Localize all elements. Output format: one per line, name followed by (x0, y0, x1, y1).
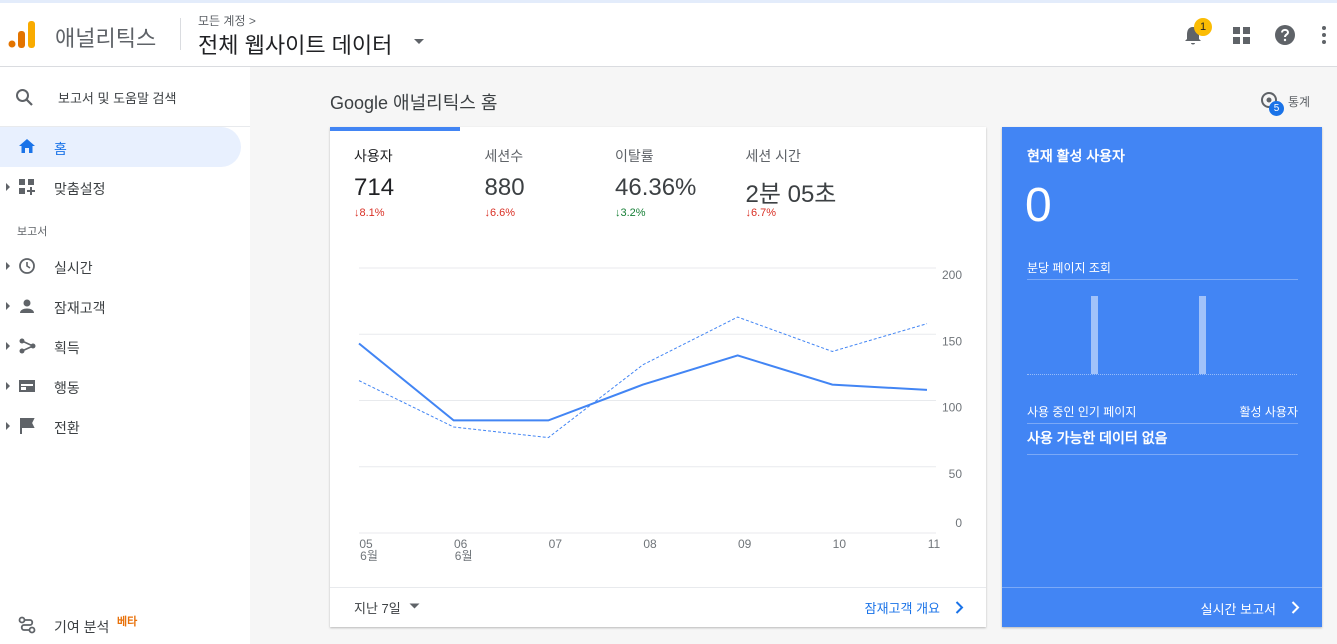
beta-badge: 베타 (117, 616, 138, 628)
pageviews-title: 분당 페이지 조회 (1027, 261, 1111, 275)
top-accent (0, 0, 1337, 3)
realtime-title: 현재 활성 사용자 (1027, 148, 1125, 164)
metric-value: 714 (354, 174, 395, 201)
report-icon (19, 258, 35, 274)
divider (0, 126, 250, 127)
metric-label[interactable]: 사용자 (354, 148, 393, 164)
home-icon (19, 139, 35, 153)
metric-label[interactable]: 이탈률 (615, 148, 654, 164)
search-box[interactable]: 보고서 및 도움말 검색 (58, 91, 177, 106)
nav-report[interactable]: 실시간 (54, 260, 93, 276)
apps-icon[interactable] (1233, 27, 1250, 44)
realtime-card (1002, 127, 1322, 627)
logo (8, 21, 35, 48)
divider (1027, 454, 1298, 455)
metric-label[interactable]: 세션 시간 (745, 148, 801, 164)
notification-badge: 1 (1194, 18, 1212, 36)
more-icon[interactable] (1321, 25, 1327, 45)
report-icon (19, 380, 35, 392)
report-icon (19, 338, 36, 354)
date-range-selector[interactable]: 지난 7일 (354, 601, 401, 616)
metric-value: 46.36% (615, 174, 697, 201)
nav-report[interactable]: 획득 (54, 340, 80, 356)
active-users-column: 활성 사용자 (1239, 405, 1298, 419)
dropdown-arrow[interactable] (413, 38, 425, 46)
attribution-icon (18, 616, 36, 634)
expand-arrow[interactable] (6, 183, 10, 191)
help-icon[interactable] (1274, 24, 1296, 46)
metric-change: ↓6.7% (745, 207, 777, 219)
insights-link[interactable]: 통계 (1288, 95, 1311, 109)
nav-customization[interactable]: 맞춤설정 (54, 181, 106, 197)
divider (1002, 587, 1322, 588)
overview-card (330, 127, 986, 627)
realtime-report-link[interactable]: 실시간 보고서 (1200, 602, 1276, 617)
insights-badge: 5 (1269, 101, 1284, 116)
breadcrumb[interactable]: 모든 계정 > (198, 14, 256, 28)
metric-value: 2분 05초 (745, 181, 837, 208)
divider (180, 18, 181, 50)
top-pages-title: 사용 중인 인기 페이지 (1027, 405, 1137, 419)
divider (330, 587, 986, 588)
expand-arrow[interactable] (6, 422, 10, 430)
page-title: Google 애널리틱스 홈 (330, 93, 498, 113)
metric-value: 880 (484, 174, 525, 201)
empty-message: 사용 가능한 데이터 없음 (1027, 430, 1168, 446)
nav-report[interactable]: 잠재고객 (54, 300, 106, 316)
divider (1027, 423, 1298, 424)
report-icon (20, 299, 34, 313)
selected-tab-indicator (330, 127, 460, 131)
property-selector[interactable]: 전체 웹사이트 데이터 (198, 33, 393, 58)
nav-attribution[interactable]: 기여 분석 (54, 619, 110, 635)
nav-report[interactable]: 전환 (54, 420, 80, 436)
customization-icon (19, 179, 35, 195)
expand-arrow[interactable] (6, 302, 10, 310)
expand-arrow[interactable] (6, 382, 10, 390)
nav-home[interactable]: 홈 (54, 141, 67, 157)
app-name: 애널리틱스 (55, 26, 157, 51)
overview-link[interactable]: 잠재고객 개요 (864, 601, 940, 616)
metric-change: ↓8.1% (354, 207, 385, 219)
nav-report[interactable]: 행동 (54, 380, 80, 396)
baseline (1027, 374, 1297, 375)
active-users-count: 0 (1025, 179, 1052, 232)
dropdown-arrow[interactable] (409, 603, 420, 610)
section-label: 보고서 (17, 226, 48, 238)
metric-label[interactable]: 세션수 (484, 148, 524, 164)
chevron[interactable] (1291, 601, 1300, 614)
divider (1027, 279, 1298, 280)
header (0, 3, 1337, 67)
metric-change: ↓6.6% (484, 207, 516, 219)
metric-change: ↓3.2% (615, 207, 646, 219)
chevron[interactable] (955, 601, 964, 614)
expand-arrow[interactable] (6, 342, 10, 350)
expand-arrow[interactable] (6, 262, 10, 270)
report-icon (20, 418, 35, 434)
search-icon[interactable] (15, 88, 35, 108)
nav-selected[interactable] (0, 127, 241, 167)
